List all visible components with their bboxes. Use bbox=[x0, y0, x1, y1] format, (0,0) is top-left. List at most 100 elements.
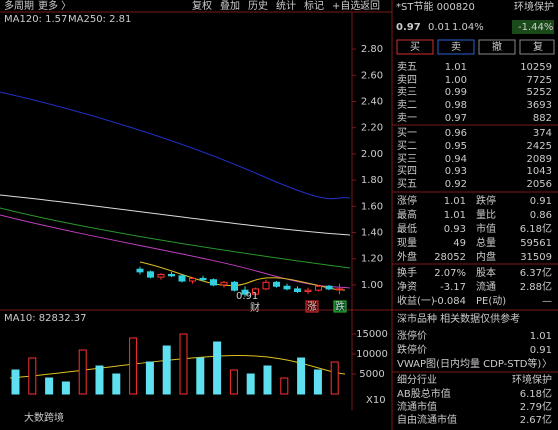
stat-label: 内盘 bbox=[476, 250, 496, 263]
book-label: 卖三 bbox=[397, 86, 417, 98]
stat-value: 0.86 bbox=[530, 210, 552, 221]
event-box bbox=[305, 300, 319, 313]
candle-body bbox=[315, 285, 322, 291]
volume-bar bbox=[313, 369, 322, 395]
y-tick-label: 2.00 bbox=[361, 149, 383, 160]
stat-value: 31509 bbox=[520, 252, 552, 263]
volume-bar bbox=[78, 349, 87, 395]
book-volume: 2089 bbox=[527, 154, 552, 165]
volume-bar bbox=[330, 361, 339, 395]
volume-bar bbox=[61, 381, 70, 395]
reset-button[interactable] bbox=[519, 39, 555, 55]
sell-button[interactable] bbox=[437, 39, 475, 55]
info-value: 2.67亿 bbox=[520, 413, 552, 426]
volume-bar bbox=[129, 337, 138, 395]
action-button: 买 bbox=[410, 41, 420, 53]
book-price: 0.98 bbox=[445, 100, 467, 111]
stat-label: 最低 bbox=[397, 222, 417, 235]
stat-value: 2.88亿 bbox=[520, 280, 552, 293]
book-volume: 5252 bbox=[527, 87, 552, 98]
volume-bar bbox=[263, 365, 272, 395]
unit-label: X10 bbox=[366, 395, 386, 406]
info-value: 2.79亿 bbox=[520, 400, 552, 413]
volume-bar bbox=[280, 377, 289, 395]
price: 0.97 bbox=[396, 22, 421, 33]
cancel-button[interactable] bbox=[478, 39, 516, 55]
change-pct: 1.04% bbox=[452, 22, 484, 33]
y-tick-label: 1.20 bbox=[361, 254, 383, 265]
ma-legend: MA250: 2.81 bbox=[68, 14, 131, 25]
action-button: 撤 bbox=[492, 40, 502, 53]
y-tick-label: 1.80 bbox=[361, 175, 383, 186]
y-tick-label: 1.40 bbox=[361, 228, 383, 239]
book-label: 卖五 bbox=[397, 61, 417, 73]
volume-bar bbox=[28, 357, 37, 395]
industry: 环境保护 bbox=[514, 0, 554, 13]
book-volume: 2056 bbox=[527, 179, 552, 190]
volume-bar bbox=[162, 345, 171, 395]
watermark: 大数跨境 bbox=[24, 411, 64, 424]
stat-value: 1.01 bbox=[444, 210, 466, 221]
candle-body bbox=[199, 277, 207, 281]
book-volume: 882 bbox=[533, 113, 552, 124]
candle-body bbox=[147, 271, 154, 278]
book-label: 买一 bbox=[397, 127, 417, 139]
stat-value: 2.07% bbox=[434, 268, 466, 279]
book-label: 买五 bbox=[397, 178, 417, 190]
volume-bar bbox=[112, 373, 121, 395]
book-volume: 1043 bbox=[527, 166, 552, 177]
event-marker: 跌 bbox=[335, 300, 345, 313]
stat-label: 外盘 bbox=[397, 250, 417, 263]
info-label: AB股总市值 bbox=[397, 387, 451, 400]
volume-bar bbox=[196, 357, 205, 395]
buy-button[interactable] bbox=[396, 39, 434, 55]
info-value: 6.18亿 bbox=[520, 387, 552, 400]
stat-label: 总量 bbox=[476, 236, 496, 249]
toolbar-button: 历史 bbox=[248, 0, 268, 12]
volume-bar bbox=[213, 341, 222, 395]
info-label: 流通市值 bbox=[397, 400, 437, 413]
action-button: 卖 bbox=[451, 41, 461, 53]
info-label: 自由流通市值 bbox=[397, 413, 457, 426]
book-volume: 374 bbox=[533, 128, 552, 139]
stat-value: 6.37亿 bbox=[520, 266, 552, 279]
candle-body bbox=[283, 285, 291, 290]
candle-body bbox=[336, 288, 343, 291]
book-price: 1.00 bbox=[445, 75, 467, 86]
event-marker: 财 bbox=[250, 301, 260, 314]
book-price: 0.92 bbox=[445, 179, 467, 190]
candle-body bbox=[304, 289, 312, 293]
info-label: 跌停价 bbox=[397, 343, 427, 356]
y-tick-label: 1.00 bbox=[361, 280, 383, 291]
volume-bar bbox=[179, 333, 188, 395]
candle-body bbox=[273, 281, 280, 287]
volume-bar bbox=[297, 357, 306, 395]
stat-value: 59561 bbox=[520, 238, 552, 249]
stat-label: 流通 bbox=[476, 280, 496, 293]
volume-bar bbox=[145, 361, 154, 395]
stat-label: 收益(一) bbox=[397, 294, 435, 307]
y-tick-label: 2.20 bbox=[361, 123, 383, 134]
stat-value: — bbox=[542, 296, 552, 307]
change: 0.01 bbox=[428, 22, 450, 33]
book-price: 0.94 bbox=[445, 154, 467, 165]
stock-name: *ST节能 000820 bbox=[396, 0, 475, 13]
volume-bar bbox=[229, 369, 238, 395]
book-volume: 10259 bbox=[520, 62, 552, 73]
candle-body bbox=[294, 288, 301, 293]
toolbar-item: 更多 〉 bbox=[38, 0, 71, 12]
info-label: VWAP图(日内均量 CDP-STD等) bbox=[397, 357, 541, 370]
low-marker: 0.91 bbox=[236, 291, 258, 302]
stat-label: PE(动) bbox=[476, 295, 506, 307]
y-tick-label: 2.60 bbox=[361, 70, 383, 81]
book-volume: 7725 bbox=[527, 75, 552, 86]
stat-label: 量比 bbox=[476, 209, 496, 221]
info-title: 深市品种 相关数据仅供参考 bbox=[397, 312, 520, 325]
volume-bar bbox=[95, 365, 104, 395]
book-label: 卖一 bbox=[397, 112, 417, 124]
candle-body bbox=[178, 275, 186, 282]
stat-label: 涨停 bbox=[397, 194, 417, 207]
candle-body bbox=[168, 273, 175, 277]
toolbar-button: 统计 bbox=[276, 0, 296, 12]
